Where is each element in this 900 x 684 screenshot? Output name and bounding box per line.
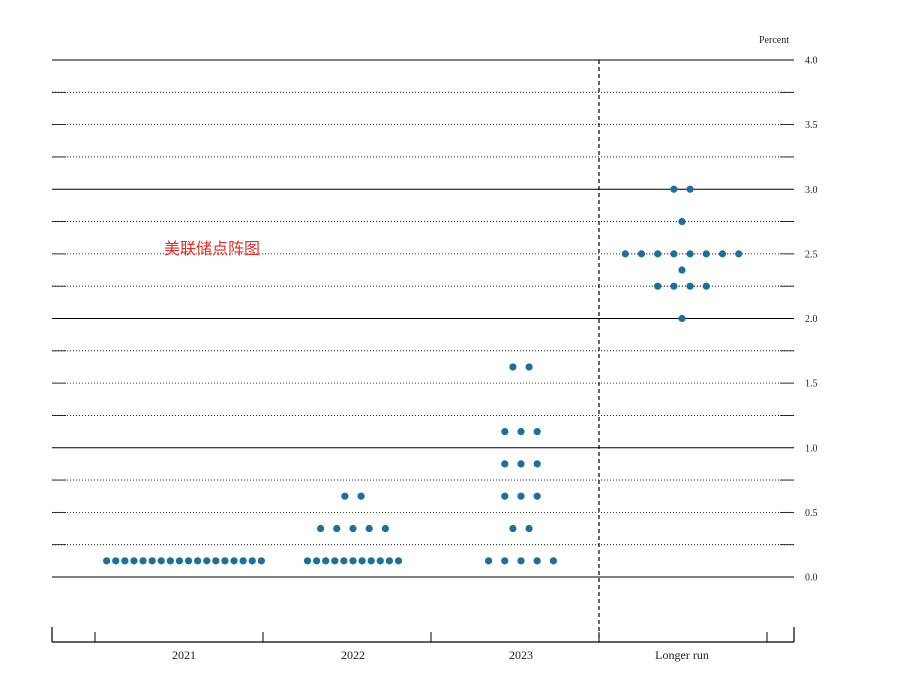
dot-point [654, 250, 662, 258]
dot-point [341, 492, 349, 500]
gridlines [52, 59, 794, 578]
dot-point [221, 557, 229, 565]
dot-point [501, 460, 509, 468]
dot-point [303, 557, 312, 565]
dot-point [525, 363, 533, 371]
dot-point [670, 185, 678, 193]
dot-point [157, 557, 165, 565]
dot-point [735, 250, 743, 258]
dot-point [130, 557, 138, 565]
dot-series [103, 185, 743, 565]
x-tick-label: 2022 [341, 648, 365, 662]
dot-point [381, 524, 389, 533]
y-tick-label: 0.5 [805, 508, 818, 519]
dot-point [365, 524, 373, 533]
dot-point [175, 557, 184, 565]
dot-point [517, 460, 525, 468]
dot-point [203, 557, 211, 565]
dot-point [485, 557, 493, 565]
y-tick-label: 3.0 [805, 185, 818, 196]
dot-point [349, 524, 357, 533]
dot-point [103, 557, 111, 565]
dot-point [376, 557, 384, 565]
dot-point [686, 185, 694, 193]
x-tick-label: 2021 [172, 648, 196, 662]
dot-point [501, 427, 509, 436]
dot-point [702, 250, 710, 258]
y-tick-label: 3.5 [805, 120, 818, 131]
dot-point [394, 557, 403, 565]
y-tick-label: 1.0 [805, 443, 818, 454]
dot-point [322, 557, 330, 565]
dot-point [121, 557, 129, 565]
unit-label: Percent [759, 35, 789, 46]
dot-point [139, 557, 147, 565]
dot-point [533, 460, 541, 468]
overlay-caption: 美联储点阵图 [164, 239, 260, 258]
dot-point [317, 524, 325, 533]
x-axis: 2021 2022 2023 Longer run [51, 627, 795, 662]
dot-point [621, 250, 629, 258]
dot-point [248, 557, 256, 565]
dot-point [533, 427, 541, 436]
dot-point [670, 282, 678, 290]
dot-point [517, 557, 525, 565]
x-tick-label: 2023 [509, 648, 533, 662]
dot-point [112, 557, 120, 565]
dot-point [333, 524, 341, 533]
y-tick-label: 4.0 [805, 56, 818, 67]
dot-point [549, 557, 558, 565]
dot-point [509, 363, 517, 371]
y-tick-label: 1.5 [805, 379, 818, 390]
dot-point [166, 557, 174, 565]
dot-point [509, 524, 517, 533]
dot-point [678, 217, 686, 226]
dot-point [686, 250, 694, 258]
x-tick-label: Longer run [655, 648, 709, 662]
dot-point [637, 250, 646, 258]
dot-point [357, 492, 365, 500]
dot-point [501, 492, 509, 500]
y-tick-label: 2.0 [805, 314, 818, 325]
y-axis-tick-labels: 0.0 0.5 1.0 1.5 2.0 2.5 3.0 3.5 4.0 [805, 56, 818, 584]
dot-point [367, 557, 375, 565]
dot-point [533, 492, 541, 500]
dot-point [501, 557, 509, 565]
dot-point [194, 557, 202, 565]
dot-point [331, 557, 339, 565]
dot-point [533, 557, 541, 565]
dot-point [525, 524, 533, 533]
dot-point [313, 557, 321, 565]
dot-point [670, 250, 678, 258]
dot-point [517, 492, 525, 500]
dot-point [184, 557, 193, 565]
dot-point [358, 557, 366, 565]
dot-point [340, 557, 348, 565]
dot-point [678, 314, 686, 323]
dot-point [239, 557, 247, 565]
dot-point [678, 266, 686, 274]
y-tick-label: 2.5 [805, 249, 818, 260]
dot-point [686, 282, 694, 290]
dot-point [517, 427, 525, 436]
y-tick-label: 0.0 [805, 573, 818, 584]
dot-point [718, 250, 727, 258]
dot-point [257, 557, 265, 565]
dot-point [654, 282, 662, 290]
dot-point [349, 557, 357, 565]
dot-point [702, 282, 710, 290]
dot-point [212, 557, 220, 565]
dot-point [385, 557, 393, 565]
dot-point [230, 557, 238, 565]
dot-point [148, 557, 156, 565]
